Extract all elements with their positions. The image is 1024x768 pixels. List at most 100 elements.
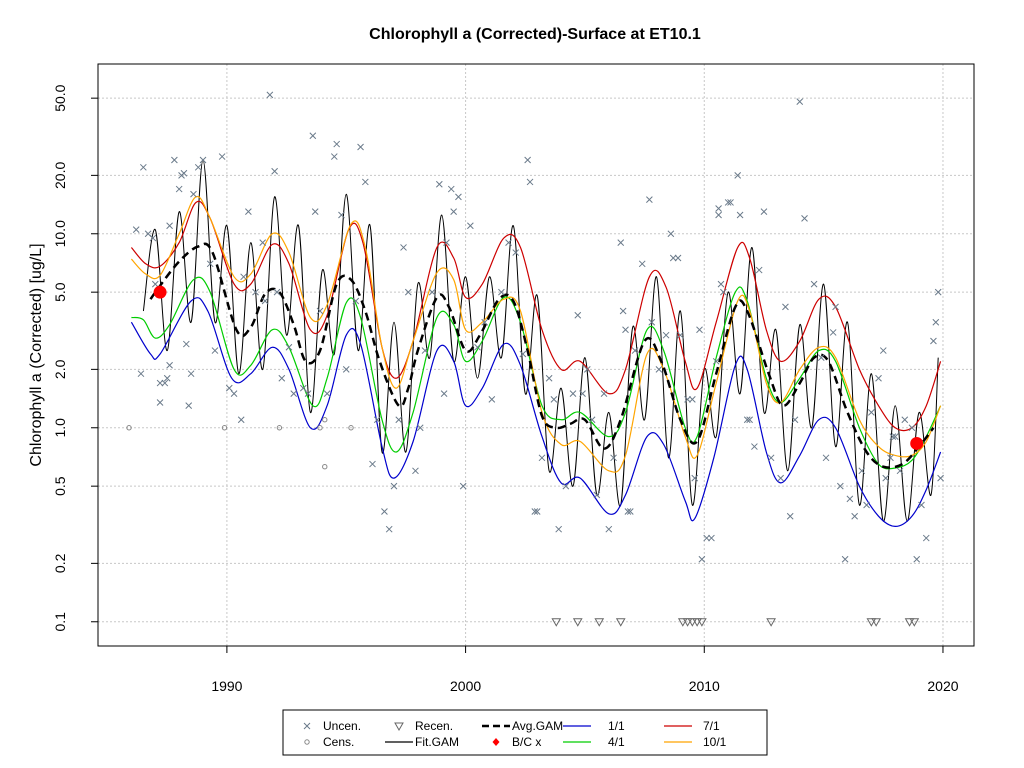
uncensored-point [610, 454, 617, 462]
uncensored-point [724, 199, 732, 206]
uncensored-point [512, 249, 520, 256]
uncensored-point [720, 288, 727, 296]
uncensored-point [631, 347, 639, 354]
uncensored-point [841, 555, 849, 563]
y-tick-label: 0.5 [52, 476, 68, 496]
uncensored-point [562, 482, 570, 490]
y-tick-label: 0.2 [52, 553, 68, 573]
uncensored-point [323, 390, 331, 397]
censored-point [322, 463, 328, 470]
uncensored-point [868, 409, 875, 416]
uncensored-point [447, 185, 455, 193]
uncensored-point [361, 178, 369, 186]
uncensored-point [156, 399, 164, 406]
uncensored-point [440, 390, 448, 397]
uncensored-point [342, 366, 350, 373]
uncensored-point [891, 433, 899, 440]
uncensored-point [338, 211, 345, 219]
legend-symbol-x [303, 722, 311, 730]
uncensored-point [712, 357, 720, 365]
uncensored-point [932, 318, 940, 326]
uncensored-point [373, 416, 381, 424]
chart-title: Chlorophyll a (Corrected)-Surface at ET1… [369, 26, 701, 43]
uncensored-point [519, 350, 527, 358]
uncensored-point [836, 482, 844, 490]
recensored-point [909, 618, 920, 627]
uncensored-point [151, 280, 159, 288]
bc-point [153, 285, 167, 299]
uncensored-point [357, 143, 364, 151]
uncensored-point [605, 525, 613, 533]
uncensored-point [538, 454, 546, 462]
uncensored-point [435, 180, 443, 188]
recensored-point [766, 618, 776, 627]
legend-label: 4/1 [608, 735, 625, 749]
censored-point [348, 425, 354, 431]
uncensored-point [875, 374, 882, 382]
uncensored-point [330, 153, 338, 160]
uncensored-point [822, 454, 830, 462]
uncensored-point [526, 178, 534, 186]
uncensored-point [299, 384, 307, 392]
uncensored-point [309, 132, 317, 140]
y-tick-label: 0.1 [52, 612, 68, 632]
uncensored-point [648, 318, 656, 326]
uncensored-point [175, 185, 183, 193]
legend: Uncen. Cens. Recen. Fit.GAM Avg.GAM B/C x 1/1 4… [282, 709, 768, 756]
uncensored-point [488, 396, 496, 403]
uncensored-point [579, 390, 586, 397]
series-line-7-1 [130, 200, 942, 432]
uncensored-point [455, 193, 462, 201]
uncensored-point [531, 508, 539, 515]
uncensored-point [240, 273, 247, 281]
recensored-point [677, 618, 688, 627]
legend-label: 10/1 [703, 735, 727, 749]
uncensored-point [428, 288, 436, 296]
legend-item-4-1: 4/1 [563, 735, 625, 749]
uncensored-point [252, 288, 259, 296]
uncensored-point [715, 205, 722, 212]
uncensored-point [316, 307, 324, 315]
uncensored-point [278, 374, 286, 382]
recensored-point [904, 618, 915, 627]
uncensored-point [937, 474, 944, 482]
uncensored-point [717, 280, 725, 288]
uncensored-point [622, 326, 629, 334]
uncensored-point [352, 297, 360, 305]
uncensored-point [593, 491, 601, 499]
uncensored-point [533, 508, 541, 515]
uncensored-point [149, 234, 157, 242]
uncensored-point [139, 163, 147, 171]
legend-label: Fit.GAM [415, 735, 459, 749]
uncensored-point [390, 482, 398, 490]
uncensored-point [698, 555, 706, 563]
uncensored-point [369, 460, 376, 468]
uncensored-point [846, 495, 854, 503]
uncensored-point [851, 512, 859, 520]
legend-label: Avg.GAM [512, 719, 563, 733]
legend-symbol-circle [304, 739, 310, 745]
legend-label: Cens. [323, 735, 354, 749]
legend-label: Uncen. [323, 719, 361, 733]
uncensored-point [156, 379, 164, 387]
uncensored-point [782, 303, 789, 311]
legend-item-10-1: 10/1 [664, 735, 727, 749]
legend-item-b-c-x: B/C x [492, 735, 541, 749]
y-tick-label: 2.0 [52, 359, 68, 379]
uncensored-point [304, 390, 312, 397]
legend-item-7-1: 7/1 [664, 719, 720, 733]
uncensored-point [626, 508, 634, 515]
recensored-point [866, 618, 877, 627]
recensored-point [594, 618, 605, 627]
uncensored-point [225, 384, 233, 392]
uncensored-point [858, 467, 866, 475]
uncensored-point [404, 288, 412, 296]
uncensored-point [743, 416, 751, 424]
legend-item-cens-: Cens. [304, 735, 354, 749]
uncensored-point [934, 288, 942, 296]
uncensored-point [669, 254, 677, 262]
avg-gam-line [149, 242, 935, 469]
uncensored-point [777, 474, 785, 482]
uncensored-point [381, 508, 388, 515]
